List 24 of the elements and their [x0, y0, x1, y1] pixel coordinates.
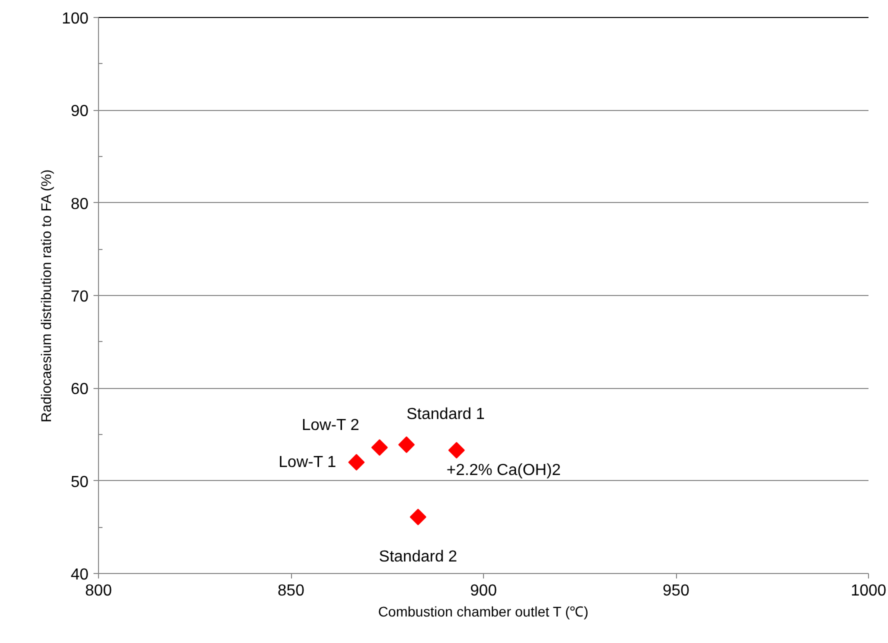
x-tick-label: 1000 [850, 582, 886, 600]
annotation: +2.2% Ca(OH)2 [446, 462, 561, 479]
x-axis-title: Combustion chamber outlet T (℃) [378, 604, 588, 620]
y-axis-title: Radiocaesium distribution ratio to FA (%) [38, 169, 54, 422]
y-tick-label: 70 [70, 288, 89, 306]
point [398, 436, 415, 453]
x-tick-label: 850 [278, 582, 304, 600]
annotation: Standard 2 [378, 548, 458, 566]
point [371, 439, 388, 456]
y-tick-label: 60 [70, 381, 89, 398]
annotation: Low-T 2 [302, 416, 360, 434]
y-tick-label: 100 [62, 10, 89, 28]
y-tick-label: 90 [70, 103, 89, 120]
annotation: Low-T 1 [278, 454, 336, 471]
y-tick-label: 80 [70, 196, 89, 213]
x-tick-label: 950 [662, 582, 690, 600]
point [448, 442, 465, 459]
x-tick-label: 900 [470, 582, 497, 600]
annotation: Standard 1 [406, 406, 485, 424]
y-tick-label: 50 [70, 474, 89, 491]
point [410, 508, 426, 526]
x-tick-label: 800 [85, 582, 112, 600]
point [348, 454, 365, 471]
y-tick-label: 40 [70, 566, 89, 584]
